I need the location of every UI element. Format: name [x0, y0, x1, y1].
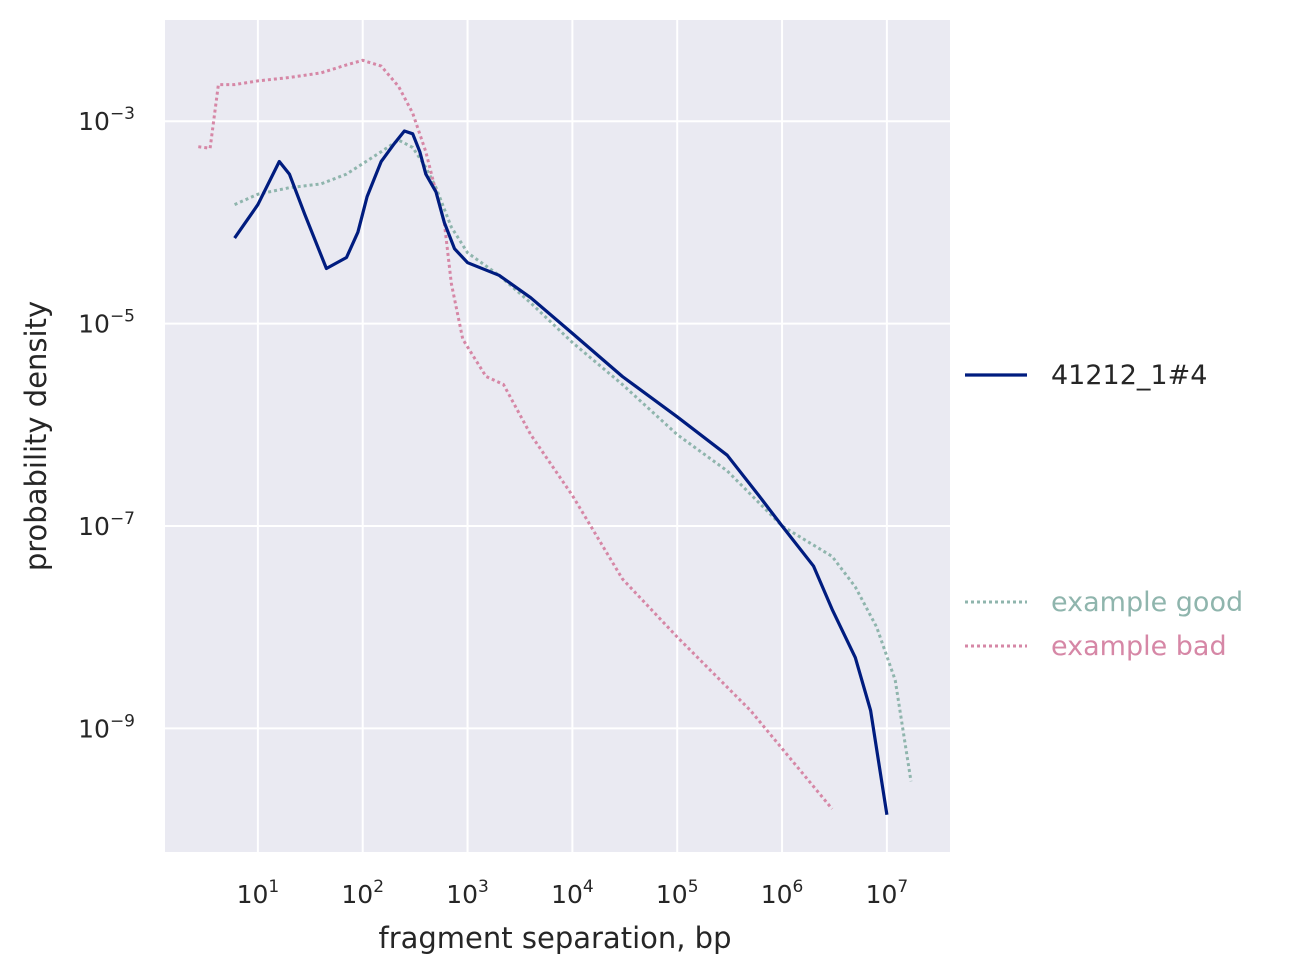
x-tick-exponent: 5 [688, 877, 699, 897]
legend-label-sample: 41212_1#4 [1051, 360, 1207, 391]
y-tick-label: 10−3 [78, 104, 135, 136]
y-tick-exponent: −9 [110, 711, 135, 731]
x-tick-exponent: 1 [268, 877, 279, 897]
x-tick-label: 104 [551, 877, 594, 909]
y-tick-label: 10−9 [78, 711, 135, 743]
legend-label-good: example good [1051, 587, 1243, 618]
x-tick-base: 10 [446, 880, 478, 909]
x-tick-exponent: 2 [373, 877, 384, 897]
y-axis-ticks: 10−310−510−710−9 [78, 104, 135, 743]
x-tick-label: 106 [761, 877, 804, 909]
x-tick-label: 105 [656, 877, 699, 909]
x-tick-exponent: 6 [793, 877, 804, 897]
y-tick-exponent: −7 [110, 509, 135, 529]
x-tick-label: 103 [446, 877, 489, 909]
series-line-good [233, 138, 913, 782]
x-tick-label: 107 [866, 877, 909, 909]
x-axis-ticks: 101 102 103 104 105 106 107 [237, 877, 909, 909]
y-tick-label: 10−5 [78, 307, 135, 339]
series-line-bad [198, 58, 834, 810]
x-tick-label: 101 [237, 877, 280, 909]
x-tick-base: 10 [237, 880, 269, 909]
y-tick-base: 10 [78, 512, 110, 541]
series-line-sample [233, 129, 889, 816]
y-tick-base: 10 [78, 714, 110, 743]
x-tick-exponent: 4 [583, 877, 594, 897]
plot-background [165, 20, 950, 852]
y-tick-label: 10−7 [78, 509, 135, 541]
grid-lines [165, 20, 950, 852]
x-axis-label: fragment separation, bp [379, 921, 732, 955]
x-tick-label: 102 [341, 877, 384, 909]
x-tick-exponent: 3 [478, 877, 489, 897]
legend-label-bad: example bad [1051, 631, 1227, 662]
y-tick-exponent: −3 [110, 104, 135, 124]
x-tick-base: 10 [341, 880, 373, 909]
x-tick-base: 10 [656, 880, 688, 909]
x-tick-base: 10 [551, 880, 583, 909]
y-tick-base: 10 [78, 310, 110, 339]
y-axis-label: probability density [19, 301, 53, 571]
y-tick-exponent: −5 [110, 307, 135, 327]
y-tick-base: 10 [78, 107, 110, 136]
x-tick-base: 10 [866, 880, 898, 909]
series-layer [198, 58, 913, 816]
x-tick-exponent: 7 [897, 877, 908, 897]
x-tick-base: 10 [761, 880, 793, 909]
